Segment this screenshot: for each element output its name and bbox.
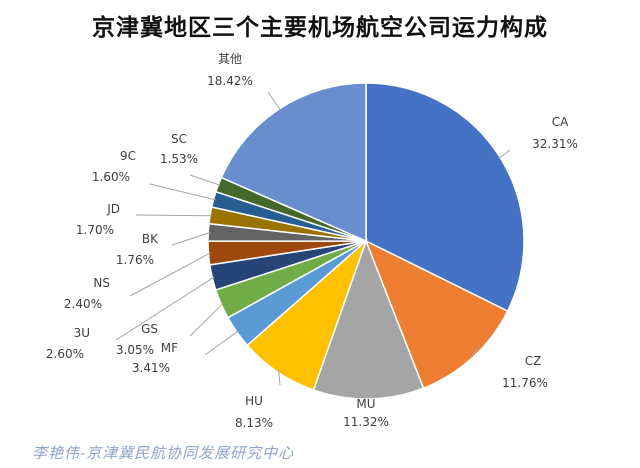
leader-line-其他: [267, 91, 282, 111]
slice-name-label-MU: MU: [356, 397, 375, 411]
leader-line-CA: [498, 149, 511, 160]
slice-name-label-SC: SC: [171, 132, 187, 146]
slice-name-label-GS: GS: [141, 322, 158, 336]
slice-name-label-9C: 9C: [120, 149, 136, 163]
leader-line-JD: [135, 214, 213, 217]
slice-name-label-3U: 3U: [74, 326, 90, 340]
slice-percent-label-GS: 3.05%: [116, 343, 154, 357]
slice-percent-label-3U: 2.60%: [46, 347, 84, 361]
slice-percent-label-JD: 1.70%: [76, 223, 114, 237]
leader-line-BK: [171, 232, 211, 246]
leader-line-MU: [365, 395, 369, 398]
slice-name-label-NS: NS: [93, 276, 110, 290]
pie-slice-MU: [312, 238, 425, 400]
slice-name-label-CZ: CZ: [525, 354, 542, 368]
leader-line-GS: [189, 302, 224, 337]
slice-name-label-BK: BK: [142, 232, 159, 246]
leader-lines: [115, 91, 511, 398]
pie-slices: [207, 82, 525, 400]
watermark-text: 李艳伟-京津冀民航协同发展研究中心: [32, 444, 295, 462]
pie-slice-CZ: [364, 239, 509, 390]
slice-name-label-其他: 其他: [218, 52, 242, 66]
leader-line-NS: [129, 252, 211, 297]
chart-title: 京津冀地区三个主要机场航空公司运力构成: [92, 15, 548, 41]
leader-line-HU: [278, 370, 281, 386]
leader-line-MF: [204, 330, 239, 356]
slice-percent-label-其他: 18.42%: [207, 74, 253, 88]
leader-line-9C: [149, 183, 216, 201]
slice-name-label-MF: MF: [161, 341, 178, 355]
slice-percent-label-CZ: 11.76%: [502, 376, 548, 390]
leader-line-CZ: [471, 344, 481, 357]
slice-percent-label-9C: 1.60%: [92, 170, 130, 184]
leader-line-3U: [115, 276, 215, 341]
slice-name-label-CA: CA: [552, 115, 569, 129]
slice-name-label-HU: HU: [245, 394, 263, 408]
slice-percent-label-SC: 1.53%: [160, 152, 198, 166]
slice-labels: CA 32.31% CZ 11.76% MU 11.32% HU 8.13% MF 3.41% GS…: [46, 52, 578, 430]
slice-name-label-JD: JD: [106, 202, 120, 216]
slice-percent-label-MF: 3.41%: [132, 361, 170, 375]
slice-percent-label-MU: 11.32%: [343, 415, 389, 429]
leader-line-SC: [189, 174, 221, 186]
slice-percent-label-BK: 1.76%: [116, 253, 154, 267]
slice-percent-label-HU: 8.13%: [235, 416, 273, 430]
slice-percent-label-CA: 32.31%: [532, 137, 578, 151]
slice-percent-label-NS: 2.40%: [64, 297, 102, 311]
